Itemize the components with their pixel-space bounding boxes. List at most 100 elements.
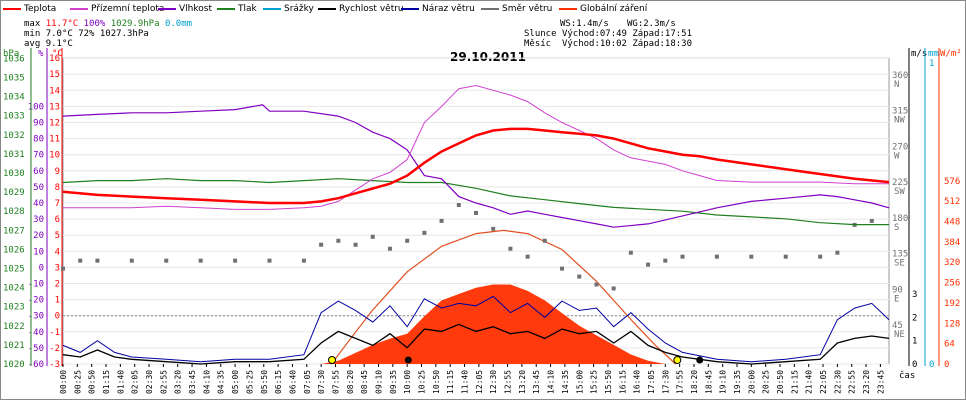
tick-wm2: 384 [944, 238, 960, 248]
tick-wm2: 256 [944, 279, 960, 289]
stats-max: max 11.7°C 100% 1029.9hPa 0.0mm [24, 19, 193, 29]
tick-hpa: 1028 [3, 207, 25, 217]
wind-direction-point [78, 258, 83, 263]
wind-direction-point [714, 254, 719, 259]
tick-ms: 3 [912, 290, 917, 300]
legend-item: Tlak [217, 4, 257, 14]
x-tick-label: 11:15 [446, 370, 455, 394]
wind-direction-point [628, 250, 633, 255]
x-tick-label: 02:30 [145, 370, 154, 394]
x-tick-label: 00:25 [73, 370, 82, 394]
tick-wind-direction: S [894, 223, 899, 233]
x-tick-label: 22:05 [819, 370, 828, 394]
tick-hpa: 1020 [3, 360, 25, 370]
legend-swatch [401, 8, 419, 10]
moonset-marker [696, 356, 704, 364]
tick-celsius: 3 [55, 263, 60, 273]
tick-wind-direction-deg: 315 [892, 107, 908, 117]
wind-direction-point [422, 230, 427, 235]
tick-percent: 40 [33, 199, 44, 209]
x-tick-label: 14:35 [561, 370, 570, 394]
x-tick-label: 17:55 [676, 370, 685, 394]
x-tick-label: 12:55 [504, 370, 513, 394]
tick-percent: 100 [28, 102, 44, 112]
tick-hpa: 1031 [3, 150, 25, 160]
x-axis-label: čas [899, 370, 915, 381]
legend-swatch [158, 8, 176, 10]
wind-direction-point [783, 254, 788, 259]
tick-hpa: 1022 [3, 322, 25, 332]
tick-wind-direction-deg: 270 [892, 142, 908, 152]
legend-label: Globální záření [580, 4, 648, 14]
tick-celsius: 5 [55, 231, 60, 241]
tick-celsius: 10 [49, 151, 60, 161]
x-tick-label: 04:35 [217, 370, 226, 394]
axis-hpa-label: hPa [3, 49, 19, 59]
tick-percent: 10 [33, 247, 44, 257]
wind-direction-point [663, 258, 668, 263]
x-tick-label: 16:40 [633, 370, 642, 394]
legend-label: Vlhkost [179, 4, 212, 14]
wind-direction-point [387, 246, 392, 251]
wind-direction-point [646, 262, 651, 267]
tick-celsius: 2 [55, 280, 60, 290]
tick-wind-direction: E [894, 294, 899, 304]
x-tick-label: 05:00 [231, 370, 240, 394]
tick-hpa: 1034 [3, 93, 25, 103]
x-tick-label: 08:45 [360, 370, 369, 394]
tick-celsius: 7 [55, 199, 60, 209]
tick-percent: 50 [33, 183, 44, 193]
legend-swatch [481, 8, 499, 10]
tick-percent: 90 [33, 119, 44, 129]
tick-percent: -30 [28, 312, 44, 322]
x-tick-label: 20:50 [776, 370, 785, 394]
x-tick-label: 09:10 [374, 370, 383, 394]
wind-direction-point [370, 234, 375, 239]
legend-item: Globální záření [559, 4, 647, 14]
x-tick-label: 06:15 [274, 370, 283, 394]
legend-label: Rychlost větru [339, 4, 404, 14]
x-tick-label: 01:15 [102, 370, 111, 394]
tick-hpa: 1033 [3, 112, 25, 122]
tick-celsius: 0 [55, 312, 60, 322]
tick-celsius: -2 [49, 344, 60, 354]
tick-percent: 60 [33, 167, 44, 177]
tick-celsius: 4 [55, 247, 60, 257]
legend-item: Vlhkost [158, 4, 212, 14]
x-tick-label: 00:00 [59, 370, 68, 394]
wind-direction-point [95, 258, 100, 263]
tick-wm2: 576 [944, 177, 960, 187]
tick-percent: 70 [33, 151, 44, 161]
x-tick-label: 19:35 [733, 370, 742, 394]
tick-percent: -40 [28, 328, 44, 338]
x-tick-label: 07:55 [331, 370, 340, 394]
stats-avg: avg 9.1°C [24, 39, 73, 49]
wind-direction-point [353, 242, 358, 247]
wind-direction-point [198, 258, 203, 263]
tick-celsius: 8 [55, 183, 60, 193]
x-tick-label: 09:35 [389, 370, 398, 394]
legend-swatch [263, 8, 281, 10]
tick-percent: -20 [28, 296, 44, 306]
x-tick-label: 14:10 [547, 370, 556, 394]
wind-direction-point [818, 254, 823, 259]
wind-direction-point [594, 282, 599, 287]
wind-direction-point [560, 266, 565, 271]
axis-percent-label: % [38, 49, 44, 59]
x-tick-label: 15:50 [604, 370, 613, 394]
tick-celsius: 14 [49, 86, 60, 96]
x-tick-label: 01:40 [116, 370, 125, 394]
x-tick-label: 13:20 [518, 370, 527, 394]
tick-hpa: 1023 [3, 303, 25, 313]
tick-wind-direction: W [894, 151, 900, 161]
wind-direction-point [301, 258, 306, 263]
tick-hpa: 1035 [3, 74, 25, 84]
tick-ms: 2 [912, 313, 917, 323]
tick-wind-direction: NE [894, 330, 905, 340]
x-tick-label: 10:00 [403, 370, 412, 394]
x-tick-label: 18:45 [704, 370, 713, 394]
wind-direction-point [577, 274, 582, 279]
legend-item: Srážky [263, 4, 314, 14]
legend-swatch [217, 8, 235, 10]
